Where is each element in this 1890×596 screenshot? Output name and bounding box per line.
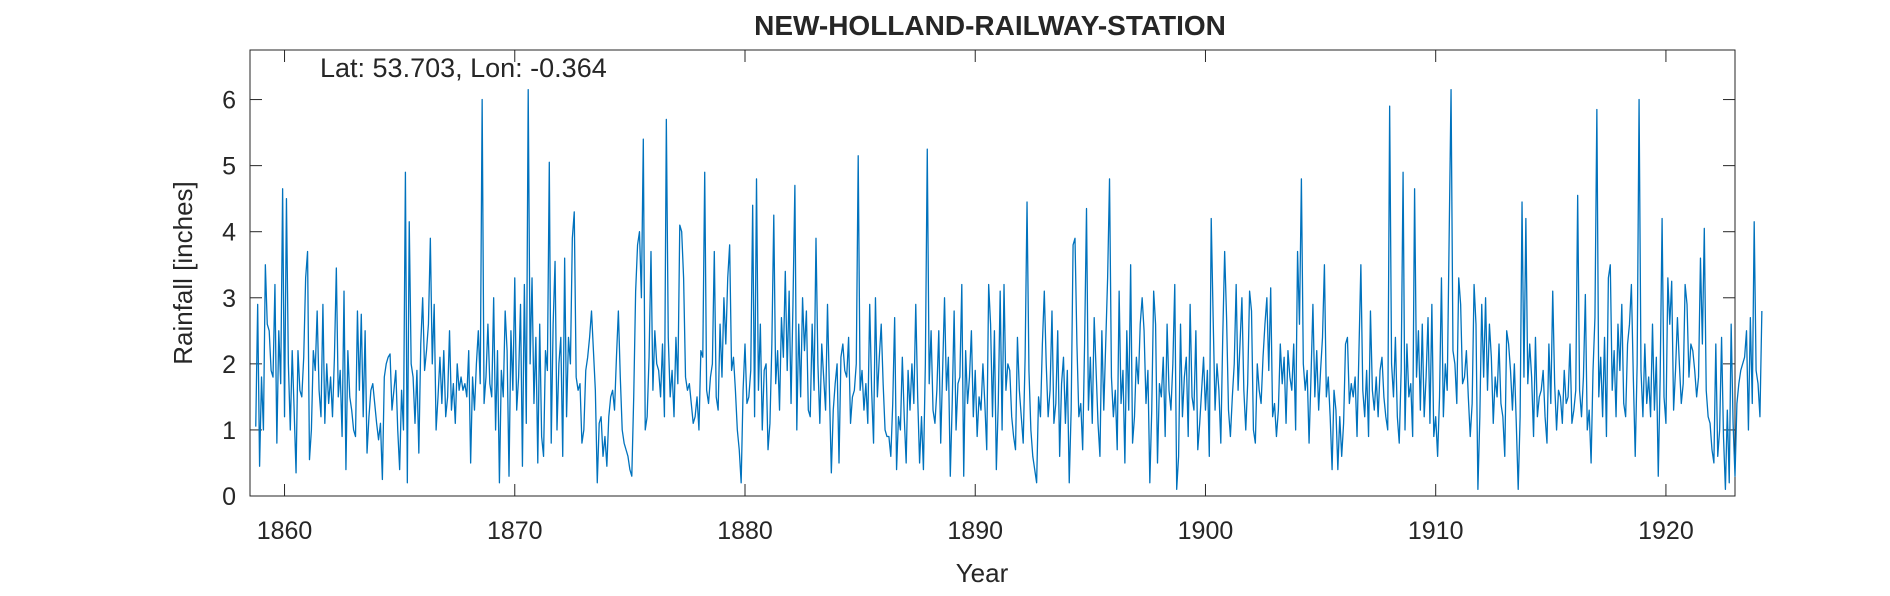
series-layer <box>255 88 1763 491</box>
x-tick-label: 1880 <box>717 517 773 545</box>
x-tick-label: 1860 <box>257 517 313 545</box>
y-tick-label: 0 <box>222 483 236 511</box>
x-tick-label: 1910 <box>1408 517 1464 545</box>
plot-area <box>249 49 1736 497</box>
y-tick-label: 3 <box>222 285 236 313</box>
rainfall-series-line <box>255 88 1763 491</box>
x-tick-label: 1900 <box>1178 517 1234 545</box>
x-tick-label: 1870 <box>487 517 543 545</box>
y-tick-label: 2 <box>222 351 236 379</box>
chart-title: NEW-HOLLAND-RAILWAY-STATION <box>754 10 1226 41</box>
y-tick-label: 1 <box>222 417 236 445</box>
x-axis-label: Year <box>956 558 1009 588</box>
axis-ticks: 1860 1870 1880 1890 1900 1910 1920 0 1 2 3 4 5 6 <box>222 50 1735 545</box>
x-tick-label: 1890 <box>947 517 1003 545</box>
location-annotation: Lat: 53.703, Lon: -0.364 <box>320 53 607 83</box>
y-tick-label: 4 <box>222 219 236 247</box>
y-tick-label: 5 <box>222 153 236 181</box>
x-tick-label: 1920 <box>1638 517 1694 545</box>
y-axis-label: Rainfall [inches] <box>168 181 198 365</box>
y-tick-label: 6 <box>222 87 236 115</box>
